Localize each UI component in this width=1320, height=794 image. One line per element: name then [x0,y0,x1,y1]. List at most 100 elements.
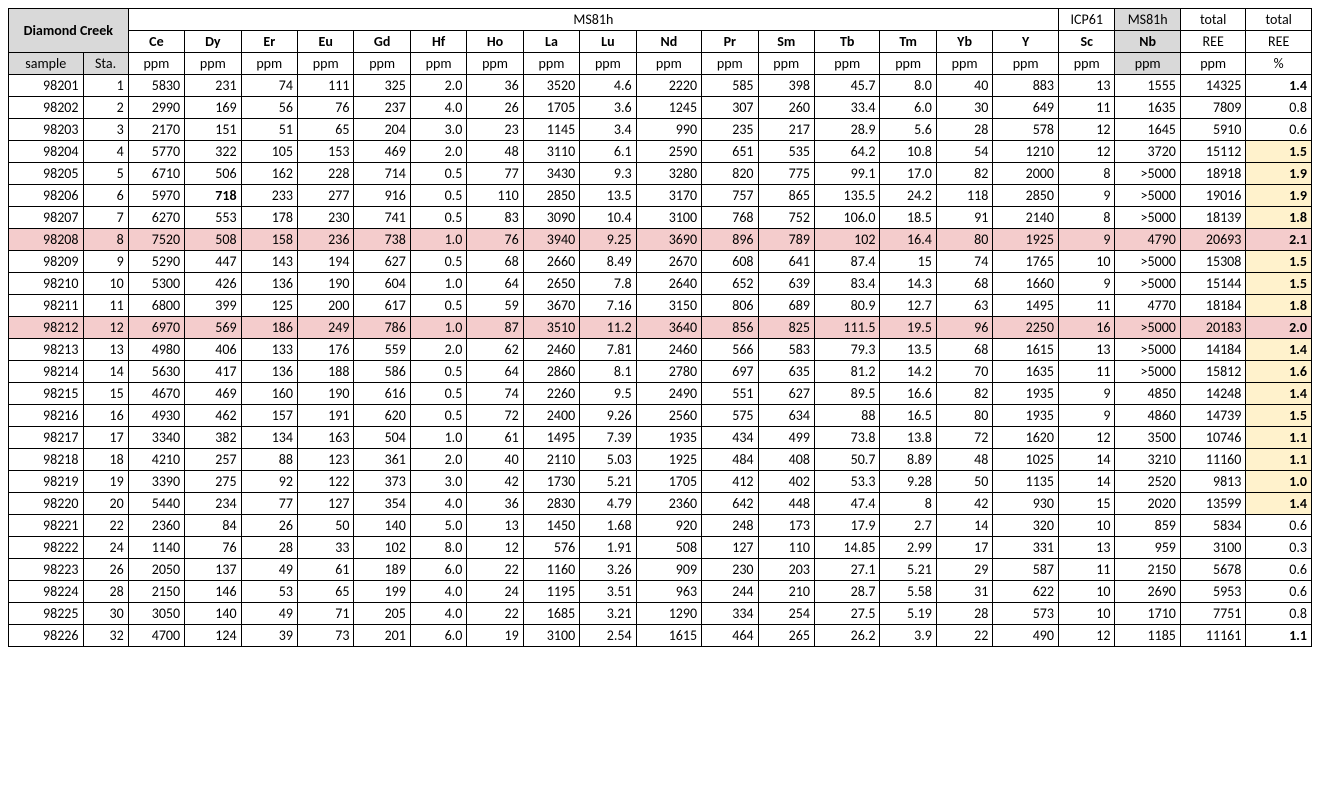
total-ree-top: total [1180,9,1245,31]
cell-value: 883 [993,75,1059,97]
cell-value: 26.2 [814,625,879,647]
table-body: 9820115830231741113252.03635204.62220585… [9,75,1312,647]
cell-total-ree: 20183 [1180,317,1245,339]
cell-total-ree: 5678 [1180,559,1245,581]
cell-value: 48 [936,449,992,471]
cell-value: 2250 [993,317,1059,339]
unit-cell: ppm [128,53,184,75]
cell-value: 2650 [523,273,579,295]
cell-value: 200 [297,295,353,317]
cell-value: 963 [636,581,701,603]
cell-value: 2360 [128,515,184,537]
cell-value: 1620 [993,427,1059,449]
table-row: 98205567105061622287140.57734309.3328082… [9,163,1312,185]
cell-value: 768 [702,207,758,229]
cell-value: 80 [936,229,992,251]
cell-value: 2.54 [580,625,636,647]
cell-sta: 5 [83,163,128,185]
cell-total-pct: 0.6 [1246,515,1312,537]
cell-value: 9 [1059,185,1115,207]
cell-value: 331 [993,537,1059,559]
cell-value: 0.5 [410,383,466,405]
cell-value: 13 [467,515,523,537]
cell-sample: 98224 [9,581,84,603]
cell-value: 9 [1059,405,1115,427]
cell-value: 3170 [636,185,701,207]
cell-value: 959 [1115,537,1180,559]
cell-value: 1615 [636,625,701,647]
cell-value: >5000 [1115,251,1180,273]
cell-value: 92 [241,471,297,493]
cell-value: 1705 [636,471,701,493]
cell-value: 3.26 [580,559,636,581]
cell-value: 13.8 [880,427,936,449]
cell-value: 29 [936,559,992,581]
cell-sample: 98218 [9,449,84,471]
cell-value: 76 [467,229,523,251]
cell-value: 641 [758,251,814,273]
cell-value: 9.5 [580,383,636,405]
cell-value: 82 [936,163,992,185]
cell-total-pct: 1.8 [1246,295,1312,317]
cell-value: 587 [993,559,1059,581]
cell-value: 2850 [993,185,1059,207]
cell-value: 2000 [993,163,1059,185]
cell-total-ree: 7751 [1180,603,1245,625]
cell-value: 4700 [128,625,184,647]
cell-value: 4980 [128,339,184,361]
cell-value: 697 [702,361,758,383]
cell-sta: 14 [83,361,128,383]
table-row: 982033217015151652043.02311453.499023521… [9,119,1312,141]
cell-value: 3390 [128,471,184,493]
cell-value: 3.21 [580,603,636,625]
cell-sta: 20 [83,493,128,515]
cell-value: 201 [354,625,410,647]
cell-value: 127 [297,493,353,515]
cell-value: 3.0 [410,471,466,493]
cell-value: 1730 [523,471,579,493]
cell-value: 2400 [523,405,579,427]
cell-total-ree: 14325 [1180,75,1245,97]
cell-sta: 13 [83,339,128,361]
cell-value: 649 [993,97,1059,119]
cell-value: 53 [241,581,297,603]
cell-value: 3720 [1115,141,1180,163]
cell-value: 13.5 [580,185,636,207]
cell-value: 2220 [636,75,701,97]
cell-value: 10 [1059,581,1115,603]
cell-value: 741 [354,207,410,229]
cell-value: 105 [241,141,297,163]
cell-value: 434 [702,427,758,449]
total-ree-pct-top: total [1246,9,1312,31]
method-icp61: ICP61 [1059,9,1115,31]
cell-value: 990 [636,119,701,141]
cell-value: 59 [467,295,523,317]
cell-value: 3520 [523,75,579,97]
cell-total-pct: 1.4 [1246,75,1312,97]
cell-value: 53.3 [814,471,879,493]
cell-value: 2560 [636,405,701,427]
cell-value: 1145 [523,119,579,141]
table-row: 982161649304621571916200.57224009.262560… [9,405,1312,427]
cell-value: 4770 [1115,295,1180,317]
cell-value: 6.0 [880,97,936,119]
cell-value: 3150 [636,295,701,317]
cell-value: 2260 [523,383,579,405]
table-row: 98218184210257881233612.04021105.0319254… [9,449,1312,471]
cell-value: 2850 [523,185,579,207]
cell-value: 373 [354,471,410,493]
cell-value: 1925 [636,449,701,471]
cell-sta: 6 [83,185,128,207]
cell-value: 133 [241,339,297,361]
cell-value: 1195 [523,581,579,603]
col-yb: Yb [936,31,992,53]
cell-value: 51 [241,119,297,141]
cell-value: 10 [1059,251,1115,273]
cell-value: 2.7 [880,515,936,537]
cell-sample: 98212 [9,317,84,339]
cell-value: 469 [354,141,410,163]
cell-value: 50 [936,471,992,493]
cell-value: 786 [354,317,410,339]
cell-value: 1660 [993,273,1059,295]
cell-value: 6710 [128,163,184,185]
